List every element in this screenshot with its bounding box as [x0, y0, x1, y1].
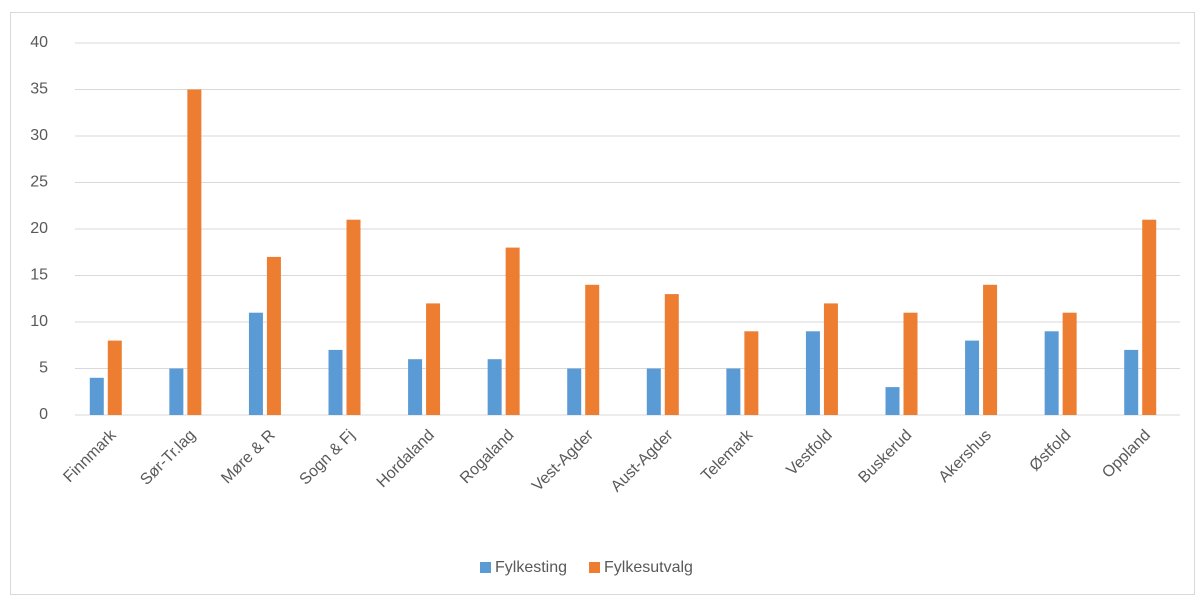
legend-label: Fylkesutvalg — [604, 559, 693, 576]
y-tick-label: 35 — [30, 81, 48, 98]
bar — [726, 368, 741, 415]
y-tick-label: 40 — [30, 34, 48, 51]
y-tick-label: 20 — [30, 220, 48, 237]
legend-swatch — [480, 562, 491, 573]
bar — [805, 331, 820, 415]
bar — [266, 256, 281, 415]
bar — [1062, 312, 1077, 415]
bar — [346, 219, 361, 415]
bar — [885, 387, 900, 415]
bar — [664, 294, 679, 415]
bar — [567, 368, 582, 415]
bar — [107, 340, 122, 415]
y-tick-label: 15 — [30, 267, 48, 284]
bar — [426, 303, 441, 415]
legend-swatch — [589, 562, 601, 573]
bar — [408, 359, 423, 415]
bar — [585, 284, 600, 415]
bar — [823, 303, 838, 415]
bar — [983, 284, 998, 415]
bar — [903, 312, 918, 415]
bar — [1044, 331, 1059, 415]
y-tick-label: 0 — [39, 406, 48, 423]
bar — [328, 349, 343, 415]
bar — [89, 377, 104, 415]
y-tick-label: 10 — [30, 313, 48, 330]
bar — [169, 368, 184, 415]
y-tick-label: 30 — [30, 127, 48, 144]
bar — [248, 312, 263, 415]
bar — [187, 89, 202, 415]
y-tick-label: 25 — [30, 174, 48, 191]
bar — [1142, 219, 1157, 415]
bar — [646, 368, 661, 415]
y-tick-label: 5 — [39, 360, 48, 377]
bar — [744, 331, 759, 415]
bar — [487, 359, 502, 415]
bar — [965, 340, 980, 415]
bar — [1124, 349, 1139, 415]
bar — [505, 247, 520, 415]
legend-label: Fylkesting — [495, 559, 567, 576]
chart-border — [10, 12, 1195, 595]
